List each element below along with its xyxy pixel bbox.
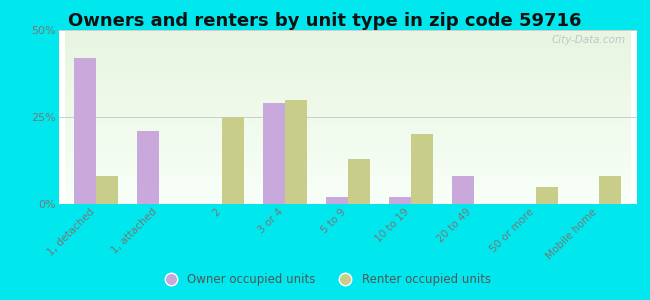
Bar (599, 176, 621, 204)
Bar (74, 58, 96, 204)
Text: Owners and renters by unit type in zip code 59716: Owners and renters by unit type in zip c… (68, 12, 582, 30)
Bar (285, 100, 307, 204)
Bar (536, 187, 558, 204)
Bar (326, 197, 348, 204)
Bar (222, 117, 244, 204)
Legend: Owner occupied units, Renter occupied units: Owner occupied units, Renter occupied un… (154, 269, 496, 291)
Bar (96, 176, 118, 204)
Bar (263, 103, 285, 204)
Bar (452, 176, 473, 204)
Text: City-Data.com: City-Data.com (551, 35, 625, 45)
Bar (411, 134, 433, 204)
Bar (348, 159, 370, 204)
Bar (389, 197, 411, 204)
Bar (137, 131, 159, 204)
